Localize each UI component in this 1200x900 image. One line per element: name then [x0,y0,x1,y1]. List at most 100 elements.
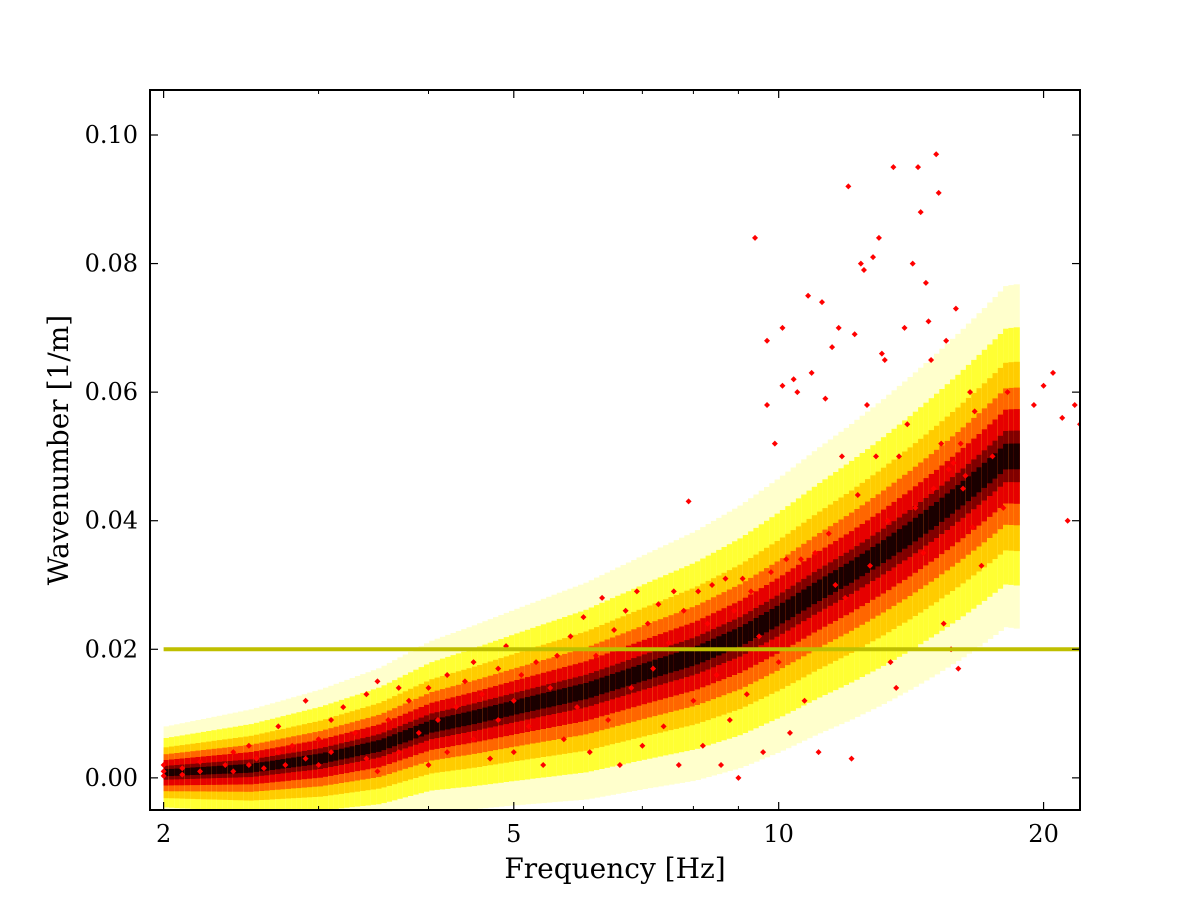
data-point [487,755,494,762]
heatmap-cell [413,725,420,739]
data-point [967,389,974,396]
data-point [912,504,919,511]
heatmap-cell [886,536,893,560]
data-point [660,723,667,730]
heatmap-cell [232,764,239,774]
data-point [1059,414,1066,421]
heatmap-cell [434,718,441,732]
data-point [825,530,832,537]
heatmap-cell [838,567,845,589]
data-point [940,620,947,627]
heatmap-cell [779,602,786,624]
heatmap-cell [934,502,941,526]
data-point [957,440,964,447]
heatmap-cell [636,665,643,683]
y-axis-ticks: 0.00 0.02 0.04 0.06 0.08 0.10 [85,121,1080,792]
data-point [895,453,902,460]
data-point [554,652,561,659]
heatmap-cell [609,674,616,691]
data-point [374,678,381,685]
data-point [518,672,525,678]
heatmap-cell [392,734,399,747]
data-point [197,768,204,775]
data-point [665,639,672,646]
heatmap-cell [1003,443,1010,470]
data-point [867,562,874,569]
data-point [444,672,451,678]
data-point [989,453,996,460]
heatmap-cell [418,723,425,737]
data-point [510,749,517,756]
heatmap-cell [785,599,792,621]
x-tick-label: 20 [1028,820,1059,848]
heatmap-cell [184,767,191,776]
heatmap-cell [285,758,292,768]
data-point [829,344,836,351]
data-point [253,755,260,762]
data-point [699,742,706,749]
heatmap-cell [275,759,282,770]
heatmap-cell [168,768,175,776]
data-point [1071,402,1078,408]
data-point [930,485,937,492]
heatmap-cell [524,697,531,713]
data-point [887,659,894,666]
data-point [779,382,786,389]
y-tick-label: 0.04 [85,507,138,535]
heatmap-cell [737,627,744,647]
heatmap-cell [625,668,632,686]
heatmap-cell [896,529,903,553]
heatmap-cell [328,751,335,762]
heatmap-cell [716,636,723,656]
x-tick-label: 5 [506,820,521,848]
data-point [786,729,793,736]
heatmap-cell [493,705,500,720]
heatmap-cell [349,746,356,758]
data-point [962,472,969,479]
data-point [470,736,477,743]
data-point [812,549,819,556]
y-tick-label: 0.06 [85,378,138,406]
data-point [434,717,441,723]
data-point [952,305,959,312]
heatmap-cell [960,480,967,506]
data-point [425,762,432,768]
heatmap-cell [641,663,648,681]
heatmap-cell [694,645,701,665]
data-point [302,755,309,762]
heatmap-cell [312,754,319,765]
data-point [628,684,635,691]
heatmap-cell [551,690,558,707]
heatmap-cell [721,634,728,654]
heatmap-cell [291,757,298,768]
heatmap-cell [620,670,627,688]
heatmap-cell [1013,443,1020,470]
data-point [461,678,468,685]
data-point [670,588,677,595]
data-point [760,749,767,756]
heatmap-cell [386,736,393,749]
data-point [533,659,540,666]
data-point [915,164,922,171]
heatmap-cell [663,656,670,675]
data-point [478,691,485,698]
heatmap-cell [976,467,983,493]
heatmap-cell [471,710,478,725]
data-point [586,749,593,756]
heatmap-cell [891,532,898,556]
data-point [592,652,599,659]
heatmap-cell [546,692,553,708]
data-point [743,691,750,698]
data-point [718,762,725,768]
heatmap-cell [556,689,563,706]
data-point [245,762,252,768]
data-point [179,765,186,772]
data-point [909,260,916,267]
heatmap-cell [673,652,680,672]
data-point [848,755,855,762]
heatmap-cell [190,767,197,775]
data-point [179,771,186,778]
heatmap-cell [477,709,484,723]
heatmap-cell [944,493,951,518]
heatmap-cell [211,766,218,775]
